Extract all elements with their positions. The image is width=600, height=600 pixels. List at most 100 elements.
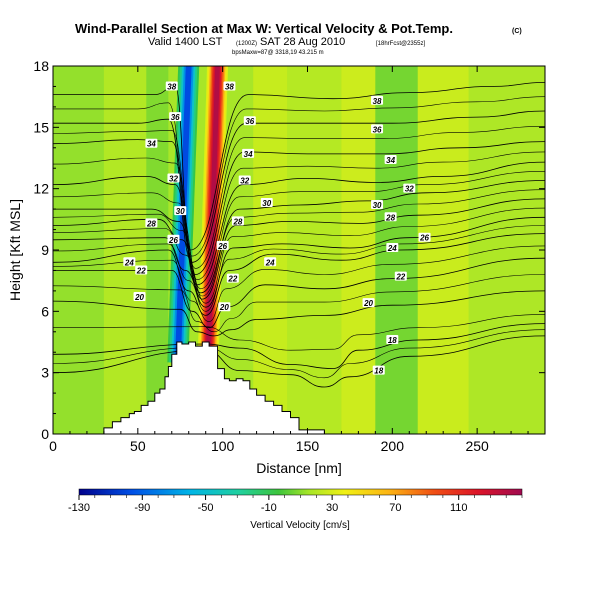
contour-label-box <box>386 334 399 344</box>
theta-contour-line <box>53 290 545 337</box>
contour-label: 22 <box>395 273 405 282</box>
contour-label-box <box>218 302 231 312</box>
contour-label-box <box>372 365 385 375</box>
contour-label-box <box>165 81 178 91</box>
colorbar-ticks: -130 -90 -50 -10 30 70 110 <box>68 495 523 514</box>
contour-label-box <box>226 273 239 283</box>
colorbar-tick-label: -50 <box>198 502 214 514</box>
colorbar <box>78 488 523 496</box>
theta-contour-line <box>53 233 545 316</box>
velocity-band <box>468 66 545 434</box>
theta-contour-line <box>53 257 545 329</box>
contour-label: 26 <box>217 242 227 251</box>
subtitle-utc: (1200Z) <box>236 41 257 47</box>
y-tick-label: 6 <box>41 303 49 319</box>
contour-label: 34 <box>147 140 156 149</box>
colorbar-tick-label: -10 <box>261 502 277 514</box>
contour-label: 20 <box>134 293 144 302</box>
colorbar-tick-label: 110 <box>450 502 468 514</box>
contour-label: 34 <box>386 156 395 165</box>
velocity-band <box>53 66 104 434</box>
velocity-fill-layer <box>53 66 545 434</box>
contour-label: 26 <box>419 234 429 243</box>
y-tick-label: 9 <box>41 242 49 258</box>
contour-label: 24 <box>124 258 134 267</box>
theta-contour-line <box>53 274 545 333</box>
contour-label: 22 <box>227 275 237 284</box>
subtitle-run: [18hrFcst@2355z] <box>376 41 425 47</box>
theta-contour-line <box>53 96 545 257</box>
contour-label-box <box>231 216 244 226</box>
x-tick-label: 50 <box>130 438 146 454</box>
contour-label-box <box>242 148 255 158</box>
subtitle-valid: Valid 1400 LST <box>148 36 223 48</box>
contour-label-box <box>371 124 384 134</box>
y-axis-label: Height [Kft MSL] <box>7 199 23 301</box>
velocity-band <box>341 66 376 434</box>
y-tick-label: 18 <box>33 58 49 74</box>
theta-contour-line <box>53 161 545 286</box>
contour-label-box <box>260 197 273 207</box>
contour-label: 22 <box>136 266 146 275</box>
colorbar-tick-label: -130 <box>68 502 90 514</box>
contour-label-box <box>167 173 180 183</box>
contour-label-box <box>216 240 229 250</box>
theta-contour-line <box>53 207 545 304</box>
contour-label: 38 <box>225 82 234 91</box>
contour-label-box <box>384 155 397 165</box>
theta-contour-line <box>53 198 545 300</box>
contour-label-box <box>169 112 182 122</box>
velocity-band <box>253 66 288 434</box>
contour-label: 30 <box>262 199 271 208</box>
contour-label-box <box>145 218 158 228</box>
contour-label-box <box>174 206 187 216</box>
theta-contour-line <box>53 126 545 269</box>
contour-label-box <box>418 232 431 242</box>
contour-label-box <box>371 200 384 210</box>
theta-contour-line <box>53 151 545 280</box>
contour-label: 32 <box>169 174 178 183</box>
contour-label: 28 <box>146 219 156 228</box>
x-tick-label: 100 <box>211 438 235 454</box>
colorbar-title: Vertical Velocity [cm/s] <box>250 520 350 531</box>
terrain-layer <box>53 341 325 434</box>
x-tick-label: 150 <box>296 438 320 454</box>
colorbar-tick-label: 30 <box>326 502 338 514</box>
x-axis: 0 50 100 150 200 250 <box>49 66 529 454</box>
x-tick-label: 0 <box>49 438 57 454</box>
colorbar-tick-label: 70 <box>389 502 401 514</box>
contour-label: 24 <box>265 258 275 267</box>
subtitle-date: SAT 28 Aug 2010 <box>260 36 345 48</box>
contour-label-box <box>223 81 236 91</box>
contour-label: 18 <box>374 367 383 376</box>
x-axis-label: Distance [nm] <box>256 460 342 476</box>
contour-label: 32 <box>405 185 414 194</box>
subtitle-info: bpsMaxw=87@ 3318,19 43.215 m <box>232 50 324 56</box>
contour-label: 38 <box>167 82 176 91</box>
contour-label-box <box>145 138 158 148</box>
contour-label-box <box>394 271 407 281</box>
velocity-band <box>417 66 469 434</box>
title-copyright: (C) <box>512 28 522 35</box>
contour-label: 36 <box>245 117 254 126</box>
theta-contour-line <box>53 180 545 294</box>
x-tick-label: 250 <box>465 438 489 454</box>
y-tick-label: 15 <box>33 119 49 135</box>
terrain-profile <box>53 341 325 434</box>
velocity-band <box>103 66 147 434</box>
chart-title: Wind-Parallel Section at Max W: Vertical… <box>75 21 453 36</box>
contour-label-box <box>167 234 180 244</box>
contour-label-box <box>123 257 136 267</box>
theta-contour-line <box>53 314 545 351</box>
contour-label: 30 <box>176 207 185 216</box>
contour-label: 28 <box>385 213 395 222</box>
theta-contour-line <box>53 110 545 263</box>
contour-label: 18 <box>388 336 397 345</box>
contour-label: 32 <box>240 176 249 185</box>
y-tick-label: 12 <box>33 181 49 197</box>
contour-label: 20 <box>219 303 229 312</box>
